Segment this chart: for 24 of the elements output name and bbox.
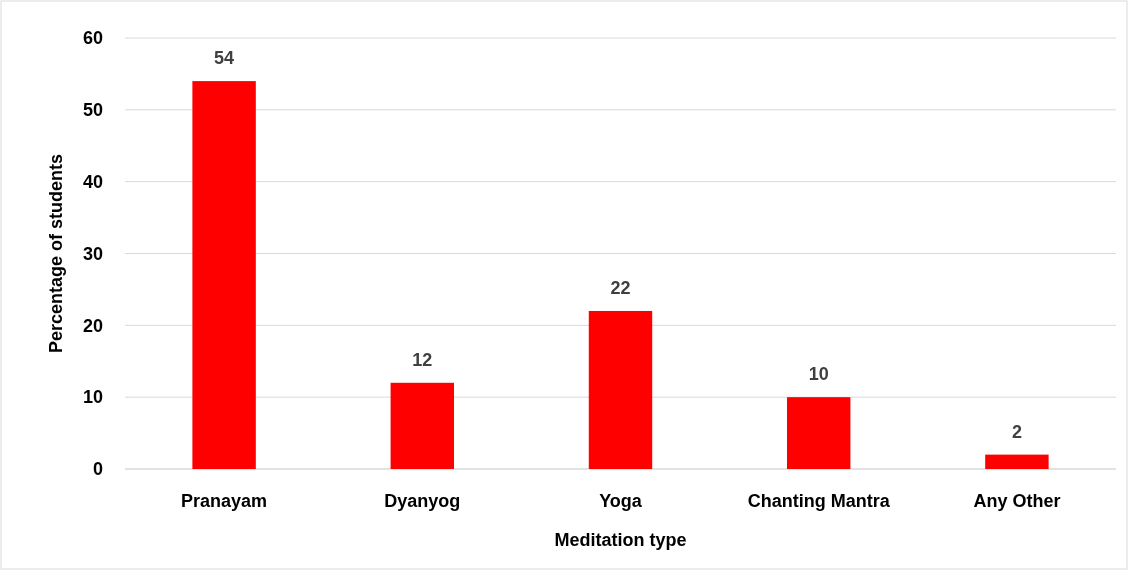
- data-label: 22: [610, 277, 631, 298]
- data-label: 54: [214, 48, 235, 69]
- y-tick-label: 50: [82, 100, 103, 121]
- bar: [192, 81, 256, 469]
- y-tick-label: 30: [82, 243, 103, 264]
- y-tick-label: 0: [92, 459, 103, 480]
- y-tick-label: 20: [82, 315, 103, 336]
- data-label: 10: [808, 364, 829, 385]
- bar: [588, 310, 653, 469]
- y-tick-label: 60: [82, 28, 103, 49]
- x-axis-title: Meditation type: [554, 530, 687, 550]
- x-tick-label: Dyanyog: [384, 491, 461, 511]
- bar: [985, 454, 1049, 469]
- bar: [390, 382, 455, 469]
- x-tick-label: Yoga: [599, 491, 643, 511]
- y-tick-label: 10: [82, 387, 103, 408]
- bar: [786, 397, 851, 469]
- x-tick-label: Any Other: [973, 491, 1061, 511]
- x-tick-label: Pranayam: [181, 491, 268, 511]
- y-tick-label: 40: [82, 171, 103, 192]
- data-label: 12: [412, 349, 433, 370]
- x-tick-label: Chanting Mantra: [747, 491, 891, 511]
- data-label: 2: [1011, 421, 1022, 442]
- y-axis-title: Percentage of students: [46, 153, 66, 354]
